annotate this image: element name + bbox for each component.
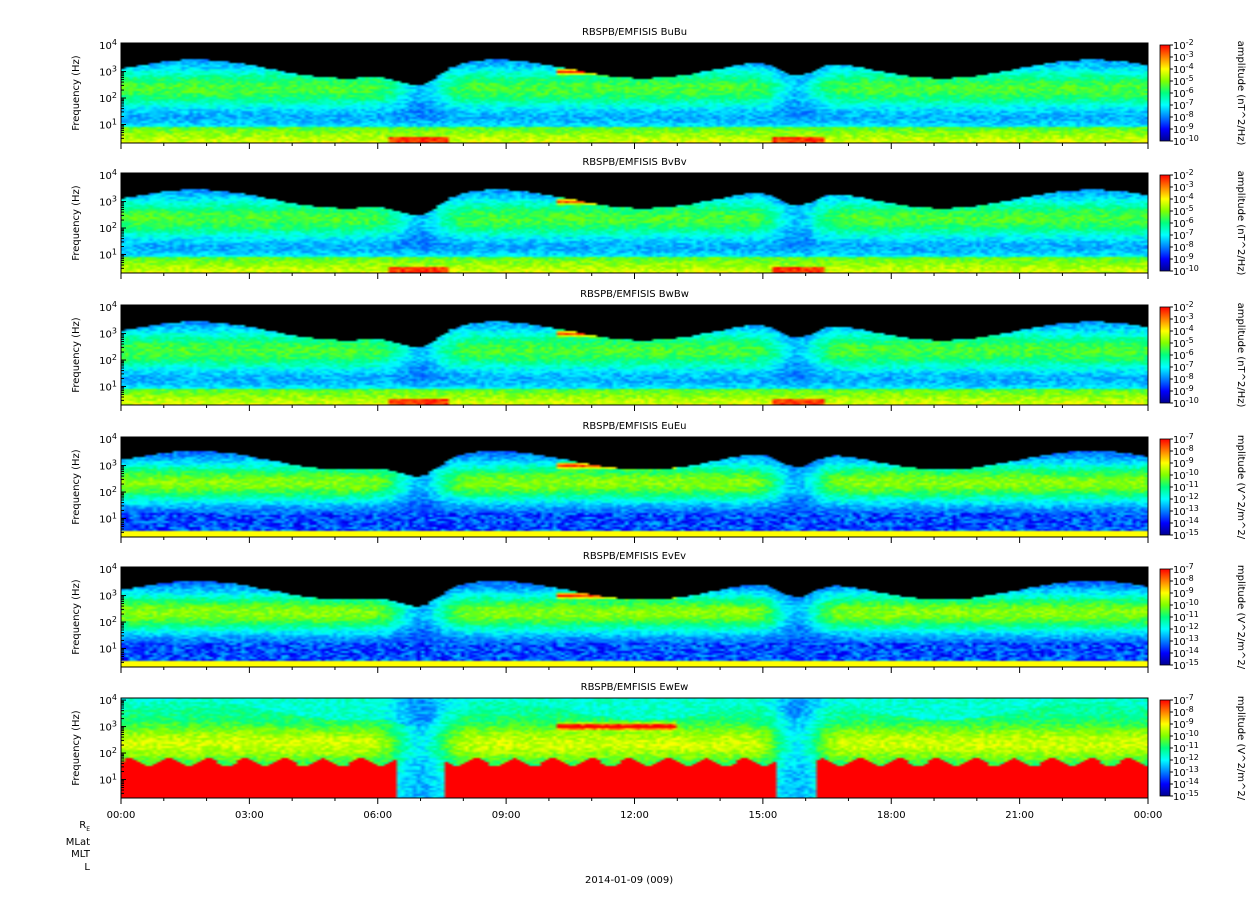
colorbar-tick-label: 10-15 [1173,528,1199,542]
colorbar [1160,439,1170,535]
panel-1: RBSPB/EMFISIS BuBu 101 102 103 104 Frequency … [71,27,1246,149]
y-axis-label: Frequency (Hz) [71,185,82,261]
y-tick-label: 102 [99,221,117,235]
x-tick-label: 15:00 [748,810,777,821]
colorbar-tick-label: 10-10 [1173,264,1199,278]
y-tick-label: 102 [99,746,117,760]
y-tick-label: 104 [99,693,117,707]
x-tick-label: 00:00 [1134,810,1163,821]
y-tick-label: 101 [99,247,117,261]
panel-title: RBSPB/EMFISIS EwEw [581,682,689,693]
colorbar [1160,307,1170,403]
colorbar [1160,700,1170,796]
y-tick-label: 103 [99,459,117,473]
spectrogram-image [121,43,1148,143]
y-tick-label: 102 [99,91,117,105]
y-tick-label: 103 [99,195,117,209]
y-tick-label: 101 [99,117,117,131]
panel-title: RBSPB/EMFISIS EvEv [583,551,686,562]
y-tick-label: 104 [99,38,117,52]
y-tick-label: 103 [99,589,117,603]
y-tick-label: 103 [99,327,117,341]
spectrogram-image [121,698,1148,798]
colorbar-label: mplitude (V^2/m^2/ [1235,565,1246,670]
x-tick-label: 03:00 [235,810,264,821]
ephemeris-labels: RE MLat MLT L [40,820,90,874]
colorbar-tick-label: 10-10 [1173,134,1199,148]
ephemeris-label-mlt: MLT [40,849,90,862]
panel-title: RBSPB/EMFISIS EuEu [582,421,686,432]
panel-title: RBSPB/EMFISIS BwBw [580,289,689,300]
x-tick-label: 09:00 [492,810,521,821]
colorbar-label: mplitude (V^2/m^2/ [1235,435,1246,540]
x-tick-label: 00:00 [107,810,136,821]
y-axis-label: Frequency (Hz) [71,317,82,393]
y-tick-label: 101 [99,379,117,393]
colorbar [1160,45,1170,141]
y-axis-label: Frequency (Hz) [71,55,82,131]
y-tick-label: 102 [99,485,117,499]
y-tick-label: 104 [99,300,117,314]
date-label: 2014-01-09 (009) [585,875,673,886]
colorbar-tick-label: 10-15 [1173,789,1199,803]
colorbar-label: mplitude (V^2/m^2/ [1235,696,1246,801]
panel-title: RBSPB/EMFISIS BuBu [582,27,687,38]
panel-6: RBSPB/EMFISIS EwEw 101 102 103 104 00:00 03:00… [71,682,1246,821]
colorbar-tick-label: 10-15 [1173,658,1199,672]
y-tick-label: 101 [99,511,117,525]
y-tick-label: 101 [99,641,117,655]
y-axis-label: Frequency (Hz) [71,449,82,525]
spectrogram-image [121,305,1148,405]
y-tick-label: 104 [99,432,117,446]
x-tick-label: 12:00 [620,810,649,821]
y-axis-label: Frequency (Hz) [71,710,82,786]
colorbar-label: amplitude (nT^2/Hz) [1235,41,1246,146]
y-tick-label: 102 [99,353,117,367]
x-tick-label: 06:00 [363,810,392,821]
colorbar-label: amplitude (nT^2/Hz) [1235,303,1246,408]
panel-5: RBSPB/EMFISIS EvEv 101 102 103 104 Frequency … [71,551,1246,673]
colorbar [1160,569,1170,665]
panel-title: RBSPB/EMFISIS BvBv [582,157,686,168]
panel-2: RBSPB/EMFISIS BvBv 101 102 103 104 Frequency … [71,157,1246,279]
y-tick-label: 104 [99,562,117,576]
colorbar-label: amplitude (nT^2/Hz) [1235,171,1246,276]
x-tick-label: 18:00 [877,810,906,821]
y-tick-label: 103 [99,720,117,734]
x-tick-label: 21:00 [1005,810,1034,821]
ephemeris-label-l: L [40,862,90,875]
spectrogram-image [121,567,1148,667]
panel-4: RBSPB/EMFISIS EuEu 101 102 103 104 Frequency … [71,421,1246,543]
y-tick-label: 104 [99,168,117,182]
spectrogram-image [121,173,1148,273]
ephemeris-label-mlat: MLat [40,837,90,850]
colorbar [1160,175,1170,271]
y-axis-label: Frequency (Hz) [71,579,82,655]
y-tick-label: 103 [99,65,117,79]
y-tick-label: 101 [99,772,117,786]
y-tick-label: 102 [99,615,117,629]
ephemeris-label-re: RE [40,820,90,837]
panel-3: RBSPB/EMFISIS BwBw 101 102 103 104 Frequency … [71,289,1246,411]
spectrogram-image [121,437,1148,537]
colorbar-tick-label: 10-10 [1173,396,1199,410]
